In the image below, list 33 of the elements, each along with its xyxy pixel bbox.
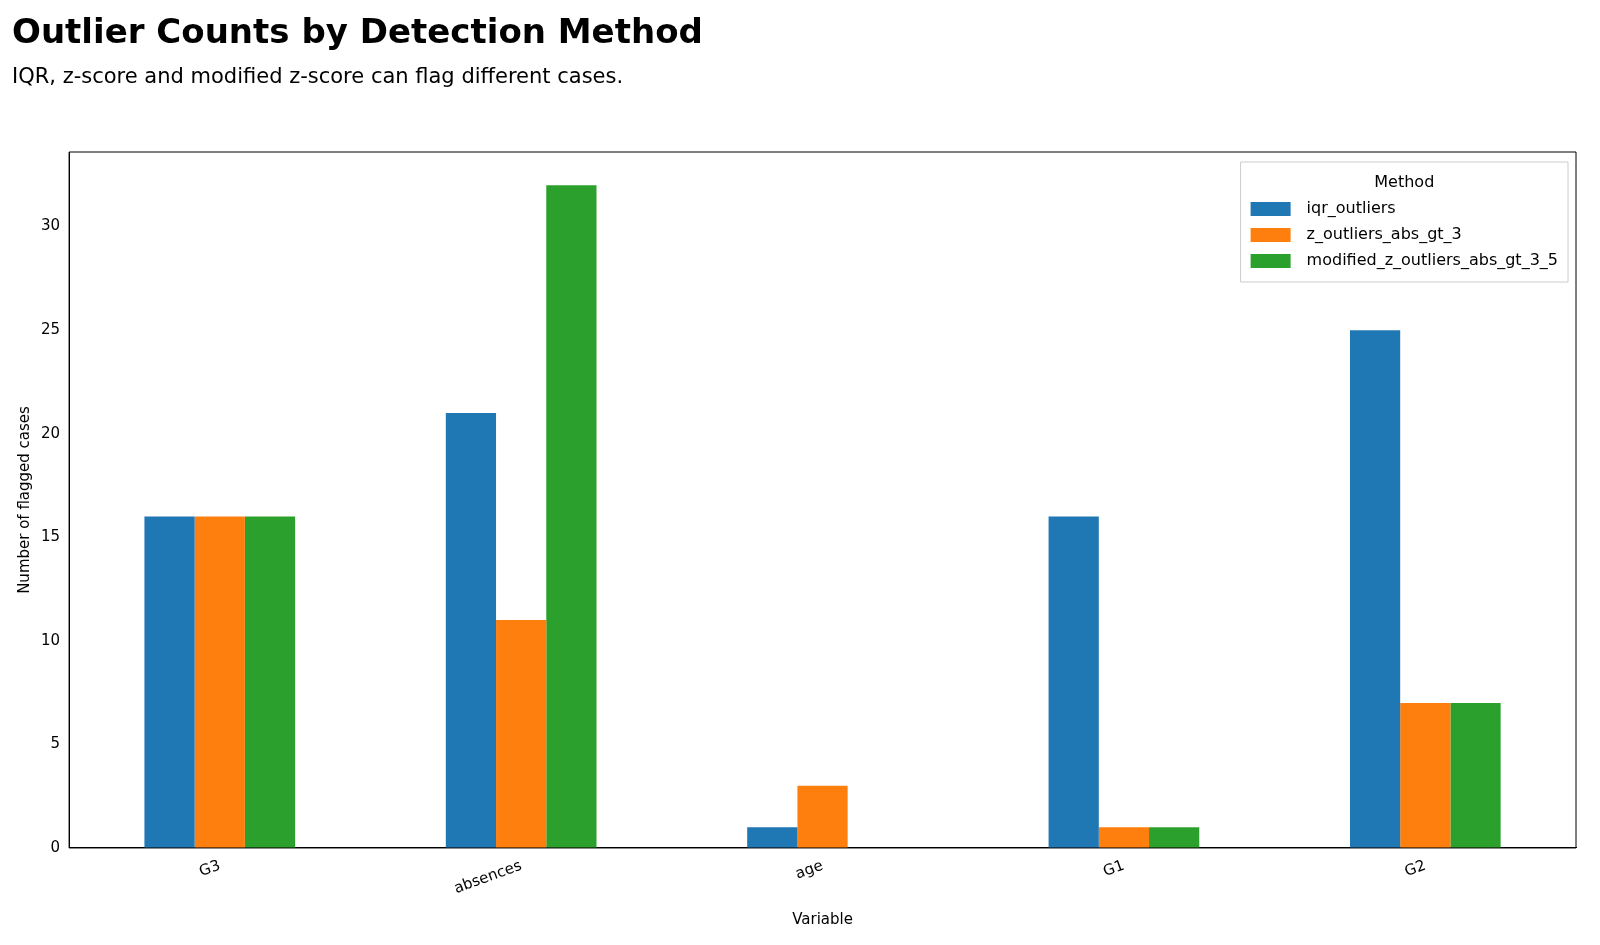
- bar: [546, 185, 597, 848]
- bar: [144, 516, 195, 848]
- x-tick-label: G1: [1100, 855, 1127, 881]
- y-tick-label: 10: [40, 630, 61, 649]
- bar: [244, 516, 296, 848]
- y-tick-label: 5: [50, 734, 61, 753]
- bar: [1450, 702, 1501, 848]
- bar: [1149, 827, 1200, 848]
- bar: [445, 412, 497, 848]
- y-tick-label: 20: [40, 423, 61, 442]
- bar: [1048, 516, 1099, 848]
- y-axis-title: Number of flagged cases: [14, 405, 33, 594]
- bar: [194, 516, 245, 848]
- y-tick-label: 25: [40, 320, 61, 339]
- legend-title: Method: [1374, 172, 1435, 192]
- y-tick-label: 15: [40, 527, 61, 546]
- x-tick-label: age: [792, 855, 826, 883]
- bar: [1098, 827, 1150, 848]
- legend-label: modified_z_outliers_abs_gt_3_5: [1306, 250, 1558, 271]
- bar: [1400, 702, 1451, 848]
- chart-title: Outlier Counts by Detection Method: [12, 11, 703, 52]
- y-tick-label: 0: [50, 837, 61, 856]
- legend-label: z_outliers_abs_gt_3: [1306, 224, 1462, 245]
- bar: [747, 827, 798, 848]
- x-tick-label: G3: [196, 855, 223, 881]
- y-tick-label: 30: [40, 216, 61, 235]
- bar: [496, 620, 547, 848]
- chart-subtitle: IQR, z-score and modified z-score can flag different cases.: [12, 63, 624, 88]
- bar: [1349, 330, 1401, 848]
- x-axis-title: Variable: [792, 909, 853, 928]
- bar: [797, 785, 848, 848]
- legend-label: iqr_outliers: [1306, 198, 1396, 219]
- x-tick-label: G2: [1401, 855, 1429, 881]
